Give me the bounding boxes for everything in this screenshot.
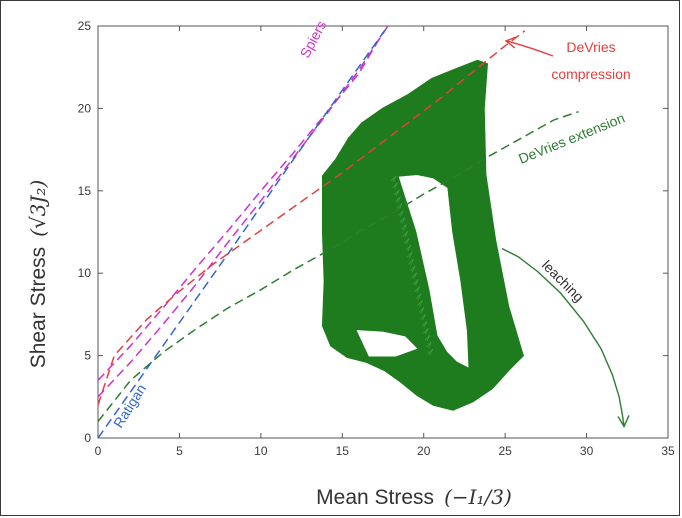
x-tick-label: 5: [176, 444, 183, 458]
x-tick-label: 25: [498, 444, 512, 458]
compression-pointer-line: [507, 41, 553, 56]
y-tick-label: 15: [78, 184, 92, 198]
x-tick-label: 35: [661, 444, 675, 458]
annotation-spiers: Spiers: [297, 18, 330, 61]
annotation-compression: compression: [551, 66, 630, 82]
y-tick-label: 10: [78, 266, 92, 280]
y-tick-label: 20: [78, 101, 92, 115]
x-axis-math: (−I₁/3): [444, 485, 512, 509]
x-tick-label: 0: [95, 444, 102, 458]
x-tick-label: 15: [336, 444, 350, 458]
annotation-ratigan: Ratigan: [110, 381, 149, 430]
x-tick-label: 30: [580, 444, 594, 458]
stress-path-region: [323, 61, 523, 410]
x-axis-label: Mean Stress: [316, 486, 434, 509]
annotation-devries: DeVries: [566, 39, 615, 55]
y-axis-title: Shear Stress (√3J₂): [26, 180, 50, 369]
x-tick-label: 20: [417, 444, 431, 458]
stress-path-envelope: [323, 61, 523, 410]
x-tick-label: 10: [254, 444, 268, 458]
annotation-devries-extension: DeVries extension: [516, 110, 627, 167]
y-tick-label: 5: [84, 349, 91, 363]
annotation-leaching: leaching: [539, 257, 587, 305]
y-tick-label: 0: [84, 431, 91, 445]
y-axis-label: Shear Stress: [27, 247, 50, 368]
y-tick-label: 25: [78, 19, 92, 33]
x-axis-title: Mean Stress (−I₁/3): [316, 485, 512, 509]
y-axis-math: (√3J₂): [26, 180, 50, 237]
